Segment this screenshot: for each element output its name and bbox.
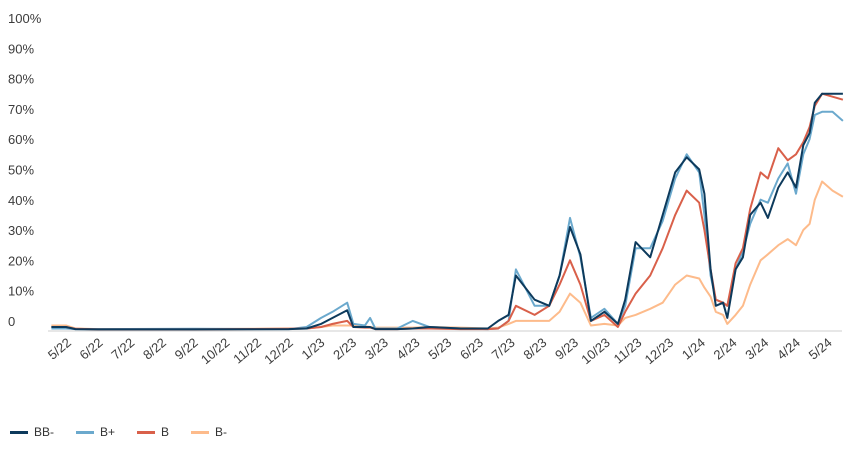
- legend-swatch: [76, 430, 95, 434]
- legend-label: B+: [100, 425, 116, 439]
- y-tick-label: 70%: [8, 102, 34, 117]
- y-tick-label: 100%: [8, 11, 42, 26]
- legend-label: B-: [215, 425, 228, 439]
- legend-swatch: [10, 430, 28, 434]
- legend-label: B: [161, 425, 170, 439]
- x-tick-label: 1/23: [298, 335, 327, 363]
- legend-item: B+: [76, 425, 115, 439]
- series-line-b: [51, 92, 844, 331]
- x-tick-label: 4/24: [774, 335, 803, 363]
- legend-swatch: [191, 430, 210, 434]
- legend-label: BB-: [34, 425, 55, 439]
- y-tick-label: 10%: [8, 284, 34, 299]
- legend-item: B-: [191, 425, 227, 439]
- x-tick-label: 11/22: [230, 335, 264, 367]
- y-axis: 0 10% 20% 30% 40% 50% 60% 70% 80% 90% 100%: [8, 11, 42, 329]
- x-tick-label: 2/23: [330, 335, 359, 363]
- x-tick-label: 8/23: [520, 335, 549, 363]
- y-tick-label: 20%: [8, 253, 34, 268]
- x-tick-label: 1/24: [679, 335, 708, 363]
- legend-item: B: [137, 425, 169, 439]
- x-tick-label: 12/23: [642, 335, 677, 367]
- series-line-b-plus: [51, 110, 844, 331]
- y-tick-label: 90%: [8, 41, 34, 56]
- x-tick-label: 4/23: [394, 335, 423, 363]
- y-tick-label: 80%: [8, 72, 34, 87]
- x-tick-label: 2/24: [711, 335, 740, 363]
- x-tick-label: 5/23: [425, 335, 454, 363]
- x-tick-label: 5/22: [45, 335, 74, 363]
- x-tick-label: 12/22: [261, 335, 296, 367]
- x-tick-label: 6/23: [457, 335, 486, 363]
- x-tick-label: 3/23: [362, 335, 391, 363]
- y-tick-label: 0: [8, 314, 15, 329]
- x-tick-label: 10/23: [578, 335, 613, 367]
- y-tick-label: 40%: [8, 193, 34, 208]
- y-tick-label: 60%: [8, 132, 34, 147]
- y-tick-label: 50%: [8, 163, 34, 178]
- series-line-b-minus: [51, 180, 844, 331]
- x-tick-label: 7/23: [489, 335, 518, 363]
- y-tick-label: 30%: [8, 223, 34, 238]
- x-tick-label: 10/22: [198, 335, 233, 367]
- x-tick-label: 11/23: [611, 335, 645, 367]
- series-lines: [51, 92, 844, 331]
- x-tick-label: 6/22: [77, 335, 106, 363]
- legend-swatch: [137, 430, 156, 434]
- x-tick-label: 7/22: [108, 335, 137, 363]
- x-tick-label: 5/24: [806, 335, 835, 363]
- series-line-bb-minus: [51, 92, 843, 331]
- legend: BB- B+ B B-: [10, 425, 227, 439]
- x-tick-label: 8/22: [140, 335, 169, 363]
- x-tick-label: 3/24: [742, 335, 771, 363]
- x-tick-label: 9/23: [552, 335, 581, 363]
- legend-item: BB-: [10, 425, 54, 439]
- line-chart: 010%20%30%40%50%60%70%80%90%100% 5/22 6/2…: [8, 11, 844, 367]
- x-tick-label: 9/22: [172, 335, 201, 363]
